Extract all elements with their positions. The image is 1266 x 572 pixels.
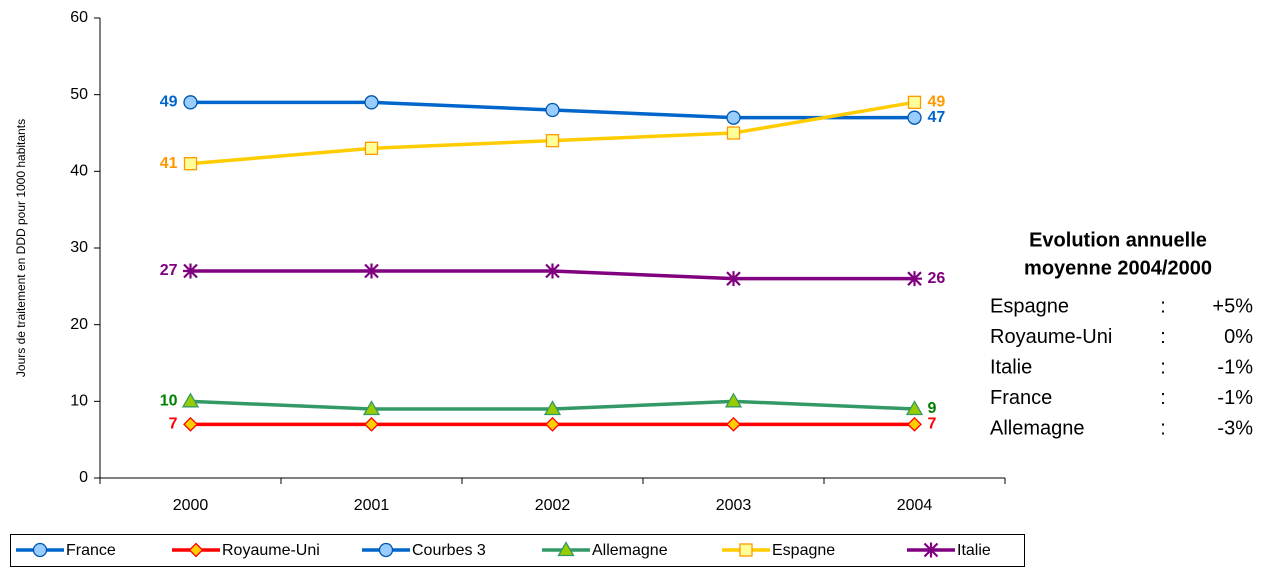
data-label: 9 (928, 400, 937, 417)
data-point (724, 392, 743, 408)
annotation-separator: : (1160, 387, 1166, 409)
annotation-value: +5% (1212, 295, 1253, 317)
annotation-separator: : (1160, 417, 1166, 439)
annotation-name: France (990, 387, 1052, 409)
legend-marker (32, 542, 48, 558)
data-point (726, 271, 741, 287)
data-point (726, 110, 741, 125)
data-label: 47 (928, 109, 946, 126)
data-point (183, 416, 198, 432)
annotation-name: Royaume-Uni (990, 326, 1112, 348)
annotation-name: Espagne (990, 295, 1069, 317)
legend-label: Allemagne (592, 542, 668, 559)
data-label: 41 (160, 155, 178, 172)
data-point (181, 392, 200, 408)
y-tick-label: 0 (79, 469, 88, 486)
annotation-title: Evolution annuelle (1029, 229, 1207, 251)
data-point (907, 416, 922, 432)
y-tick-label: 30 (70, 239, 88, 256)
data-point (545, 102, 560, 118)
annotation-value: 0% (1224, 326, 1253, 348)
data-point (545, 263, 560, 279)
legend-box (10, 534, 1025, 567)
data-point (362, 400, 381, 416)
data-point (726, 416, 741, 432)
data-point (726, 126, 741, 140)
annotation-value: -3% (1217, 417, 1253, 439)
annotation-value: -1% (1217, 356, 1253, 378)
data-label: 10 (160, 393, 178, 410)
data-label: 27 (160, 262, 178, 279)
x-tick-label: 2004 (897, 497, 933, 514)
legend-marker (557, 541, 575, 557)
data-point (545, 134, 560, 148)
legend-label: Courbes 3 (412, 542, 486, 559)
annotation-separator: : (1160, 326, 1166, 348)
data-label: 7 (928, 416, 937, 433)
data-point (364, 141, 379, 155)
data-point (545, 416, 560, 432)
data-point (364, 95, 379, 110)
data-point (364, 263, 379, 279)
legend-marker (739, 543, 753, 557)
y-tick-label: 50 (70, 86, 88, 103)
data-point (543, 400, 562, 416)
annotation-name: Italie (990, 356, 1032, 378)
data-label: 7 (169, 416, 178, 433)
legend-label: France (66, 542, 116, 559)
legend-marker (923, 542, 939, 558)
annotation-title: moyenne 2004/2000 (1024, 257, 1212, 279)
data-point (183, 95, 198, 110)
x-tick-label: 2001 (354, 497, 390, 514)
annotation-name: Allemagne (990, 417, 1085, 439)
data-point (905, 400, 924, 416)
y-tick-label: 60 (70, 9, 88, 26)
x-tick-label: 2002 (535, 497, 571, 514)
y-axis-label: Jours de traitement en DDD pour 1000 hab… (14, 119, 28, 377)
annotation-separator: : (1160, 295, 1166, 317)
annotation-value: -1% (1217, 387, 1253, 409)
y-tick-label: 40 (70, 163, 88, 180)
legend-marker (188, 542, 204, 558)
legend-marker (378, 542, 394, 558)
y-tick-label: 20 (70, 316, 88, 333)
data-point (907, 95, 922, 109)
legend-label: Espagne (772, 542, 835, 559)
y-tick-label: 10 (70, 393, 88, 410)
legend-label: Royaume-Uni (222, 542, 320, 559)
annotation-separator: : (1160, 356, 1166, 378)
data-label: 26 (928, 270, 946, 287)
data-point (907, 110, 922, 125)
x-tick-label: 2000 (173, 497, 209, 514)
x-tick-label: 2003 (716, 497, 752, 514)
data-point (364, 416, 379, 432)
data-point (183, 263, 198, 279)
data-label: 49 (160, 94, 178, 111)
legend-label: Italie (957, 542, 991, 559)
data-point (907, 271, 922, 287)
data-label: 49 (928, 94, 946, 111)
data-point (183, 157, 198, 171)
